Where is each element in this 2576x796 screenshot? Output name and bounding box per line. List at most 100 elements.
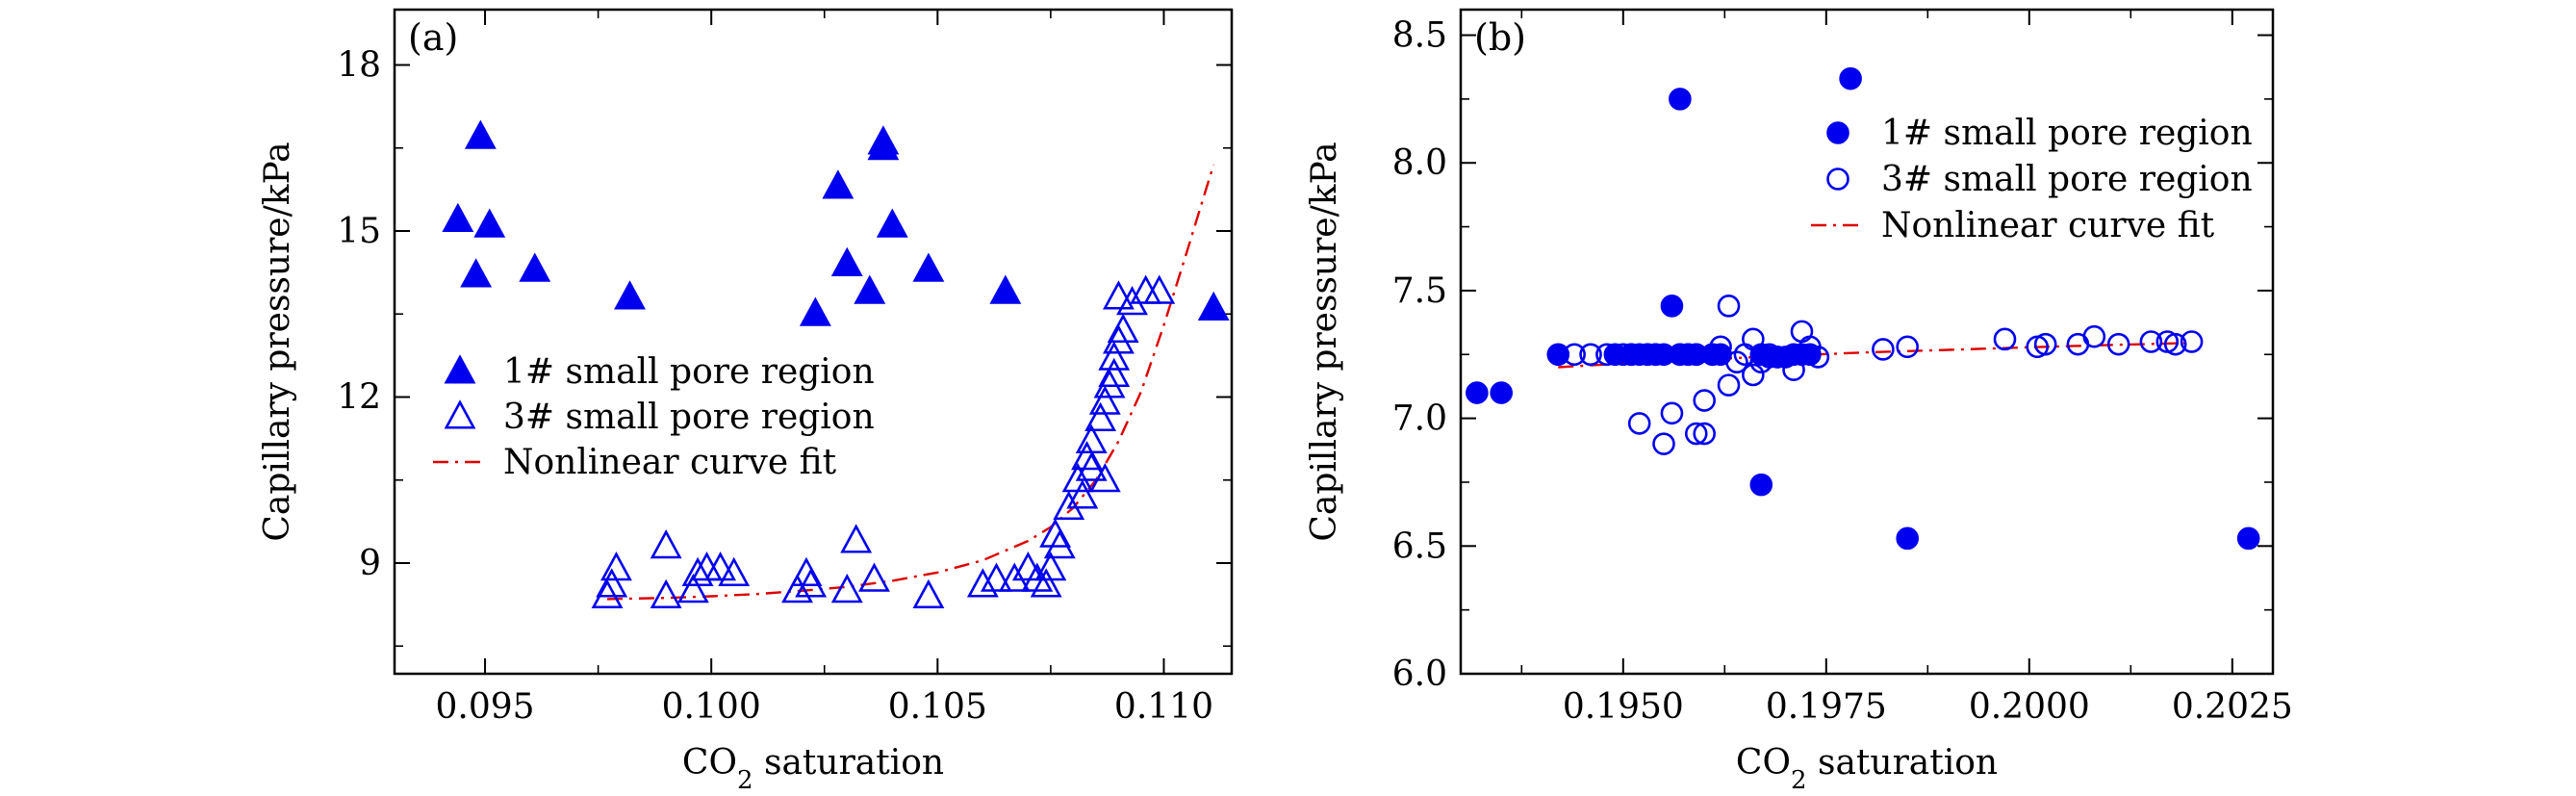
- x-axis-title-main: CO: [1736, 743, 1791, 783]
- data-point: [1700, 343, 1724, 367]
- legend-label: 3# small pore region: [1881, 160, 2253, 199]
- legend: 1# small pore region 3# small pore region…: [433, 352, 875, 482]
- data-point: [2163, 332, 2187, 356]
- data-point: [1088, 385, 1121, 415]
- data-point: [795, 568, 828, 598]
- data-point: [1806, 346, 1830, 369]
- data-point: [1676, 343, 1700, 367]
- data-point: [718, 556, 751, 587]
- data-point: [830, 246, 863, 277]
- y-tick-label: 9: [359, 544, 381, 583]
- data-point: [1627, 412, 1651, 435]
- data-point: [1749, 350, 1773, 374]
- data-point: [1093, 369, 1126, 398]
- data-point: [1717, 295, 1741, 318]
- data-point: [1053, 490, 1085, 521]
- data-point: [1030, 568, 1062, 598]
- data-point: [599, 552, 632, 581]
- data-point: [2106, 332, 2130, 356]
- data-point: [1669, 88, 1692, 111]
- data-point: [1034, 552, 1067, 581]
- series-1: [442, 119, 1230, 326]
- data-point: [867, 131, 900, 161]
- plot-frame: [1459, 8, 2275, 676]
- y-tick-label: 6.0: [1392, 655, 1447, 694]
- data-point: [1660, 401, 1684, 425]
- data-point: [1563, 343, 1586, 367]
- data-point: [1466, 381, 1489, 404]
- data-point: [1782, 358, 1805, 381]
- data-point: [2236, 526, 2260, 551]
- data-point: [1546, 343, 1570, 367]
- data-point: [966, 568, 999, 598]
- y-tick-label: 7.5: [1392, 271, 1447, 311]
- fit-curve: [1558, 342, 2192, 369]
- legend-marker: [444, 354, 476, 384]
- y-tick-label: 7.0: [1392, 399, 1447, 439]
- data-point: [781, 574, 813, 603]
- x-tick-label: 0.2000: [1969, 687, 2090, 727]
- data-point: [442, 202, 474, 233]
- data-point: [1749, 473, 1773, 497]
- data-point: [473, 208, 506, 238]
- y-tick-label: 12: [337, 378, 381, 418]
- y-tick-label: 18: [337, 46, 381, 86]
- data-point: [676, 574, 709, 603]
- y-axis-title: Capillary pressure/kPa: [1305, 141, 1344, 541]
- data-point: [1490, 381, 1513, 404]
- panel-b: 6.0 6.5 7.0 7.5 8.0 8.5 0.1950 0.1975 0.2000 0.20…: [1305, 8, 2293, 795]
- x-tick-label: 0.1975: [1766, 687, 1887, 727]
- legend-marker: [1826, 121, 1849, 144]
- x-tick-label: 0.110: [1114, 687, 1213, 727]
- data-point: [799, 296, 831, 326]
- data-point: [1084, 401, 1117, 432]
- legend-label: 3# small pore region: [503, 398, 875, 437]
- data-point: [614, 280, 646, 310]
- data-point: [1595, 343, 1619, 367]
- data-point: [2139, 330, 2163, 353]
- data-point: [876, 208, 908, 238]
- plot-frame: [393, 8, 1234, 676]
- data-point: [1098, 357, 1131, 388]
- y-tick-label: 8.5: [1392, 16, 1447, 56]
- data-point: [1116, 286, 1148, 316]
- data-point: [1742, 327, 1765, 351]
- data-point: [1579, 343, 1602, 367]
- data-point: [1872, 338, 1895, 361]
- x-axis-title-rest: saturation: [753, 743, 945, 783]
- y-tick-label: 8.0: [1392, 143, 1447, 183]
- data-point: [1066, 479, 1099, 509]
- data-point: [1620, 343, 1644, 367]
- legend: 1# small pore region 3# small pore region…: [1811, 114, 2253, 245]
- data-point: [519, 252, 551, 282]
- data-point: [704, 552, 737, 581]
- data-point: [1766, 346, 1789, 369]
- y-axis-title: Capillary pressure/kPa: [258, 141, 297, 541]
- data-point: [912, 252, 945, 282]
- series-2: [1563, 295, 2204, 455]
- data-point: [858, 562, 890, 592]
- data-point: [2033, 332, 2057, 356]
- data-point: [1071, 441, 1103, 471]
- data-point: [1717, 373, 1741, 397]
- legend-label: Nonlinear curve fit: [503, 443, 837, 482]
- data-point: [1143, 274, 1176, 304]
- data-point: [650, 578, 682, 609]
- data-point: [464, 119, 497, 149]
- data-point: [1660, 295, 1684, 318]
- data-point: [1693, 422, 1716, 446]
- data-point: [1684, 422, 1708, 446]
- data-point: [981, 562, 1012, 592]
- data-point: [1896, 335, 1919, 359]
- data-point: [1644, 343, 1668, 367]
- data-point: [2180, 330, 2204, 353]
- data-point: [998, 562, 1031, 592]
- panel-label: (a): [408, 16, 458, 59]
- panel-label: (b): [1474, 16, 1526, 59]
- data-point: [1039, 518, 1072, 548]
- data-point: [1197, 291, 1230, 321]
- x-axis-title-sub: 2: [1791, 766, 1807, 795]
- data-point: [1652, 432, 1675, 455]
- x-axis-title-sub: 2: [737, 766, 753, 795]
- legend-label: 1# small pore region: [1881, 114, 2253, 153]
